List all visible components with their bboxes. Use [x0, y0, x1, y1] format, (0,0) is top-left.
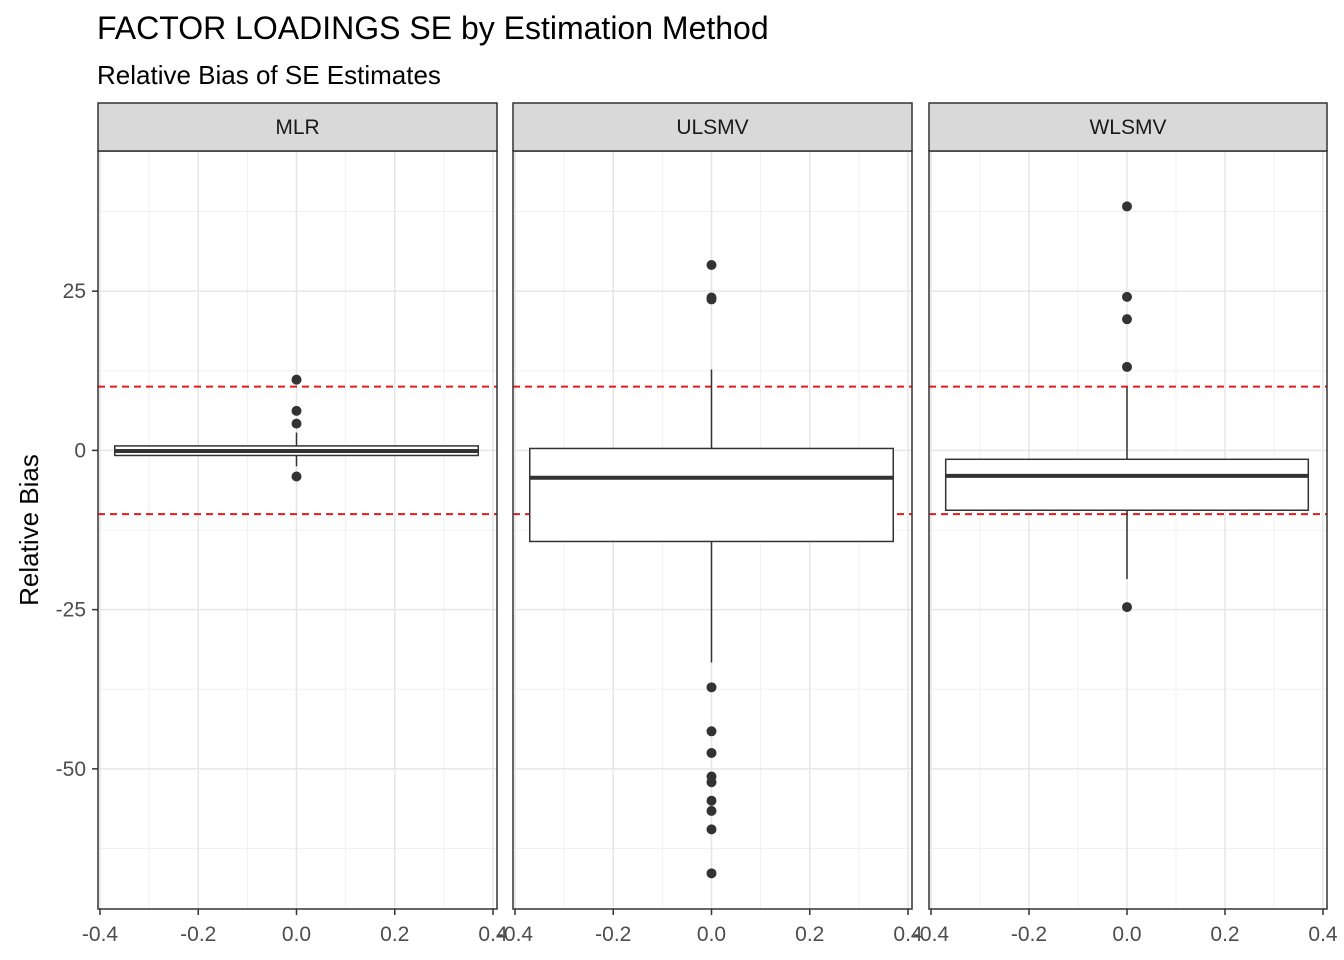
outlier-point — [706, 795, 717, 806]
x-tick-label: -0.2 — [1011, 923, 1047, 946]
y-tick-label: 0 — [74, 439, 86, 462]
outlier-point — [706, 294, 717, 305]
chart-title: FACTOR LOADINGS SE by Estimation Method — [97, 10, 769, 46]
outlier-point — [291, 405, 302, 416]
x-tick-label: 0.2 — [1210, 923, 1239, 946]
x-tick-label: -0.4 — [497, 923, 534, 946]
outlier-point — [291, 374, 302, 385]
outlier-point — [706, 260, 717, 271]
chart-subtitle: Relative Bias of SE Estimates — [97, 60, 441, 90]
x-tick-label: -0.2 — [595, 923, 631, 946]
x-tick-label: 0.4 — [893, 923, 923, 946]
x-tick-label: 0.0 — [282, 923, 311, 946]
y-tick-label: -25 — [56, 599, 86, 622]
outlier-point — [706, 777, 717, 788]
x-tick-label: 0.0 — [1112, 923, 1141, 946]
outlier-point — [706, 805, 717, 816]
y-tick-label: -50 — [56, 758, 86, 781]
x-tick-label: -0.4 — [82, 923, 119, 946]
x-tick-label: 0.0 — [697, 923, 726, 946]
facet-strip — [928, 102, 1328, 152]
x-tick-label: 0.2 — [795, 923, 824, 946]
x-tick-label: -0.4 — [913, 923, 950, 946]
outlier-point — [1122, 314, 1132, 325]
facet-label: ULSMV — [676, 116, 748, 139]
facet-label: MLR — [275, 116, 319, 139]
outlier-point — [706, 726, 717, 737]
outlier-point — [291, 471, 302, 482]
box — [528, 447, 895, 543]
outlier-point — [706, 682, 717, 693]
outlier-point — [1122, 602, 1132, 613]
y-tick-label: 25 — [63, 280, 86, 303]
facet-strip — [97, 102, 498, 152]
outlier-point — [706, 824, 717, 835]
x-tick-label: 0.4 — [1308, 923, 1338, 946]
outlier-point — [1122, 361, 1132, 372]
x-tick-label: -0.2 — [180, 923, 216, 946]
outlier-point — [1122, 291, 1132, 302]
facet-label: WLSMV — [1089, 116, 1166, 139]
outlier-point — [706, 747, 717, 758]
outlier-point — [291, 418, 302, 429]
box — [944, 458, 1310, 512]
outlier-point — [1122, 201, 1132, 212]
outlier-point — [706, 868, 717, 879]
facet-strip — [512, 102, 913, 152]
x-tick-label: 0.4 — [478, 923, 508, 946]
x-tick-label: 0.2 — [380, 923, 409, 946]
y-axis-label: Relative Bias — [14, 454, 44, 606]
